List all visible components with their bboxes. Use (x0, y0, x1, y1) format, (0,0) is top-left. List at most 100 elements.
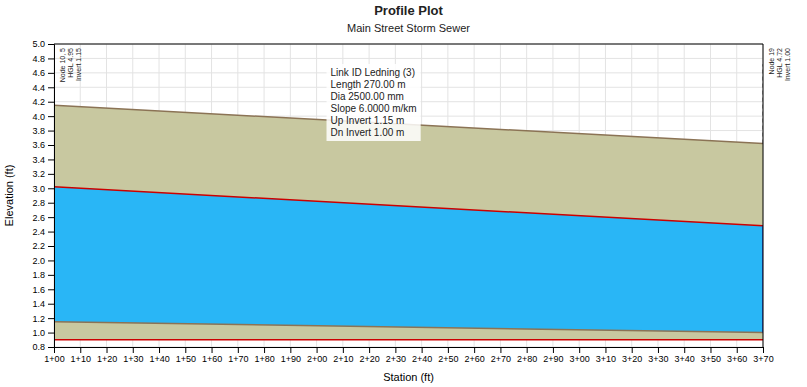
tick: 1+80 (254, 347, 274, 364)
tick-label: 3+30 (648, 354, 668, 364)
tick-mark (133, 347, 134, 353)
line (54, 322, 763, 333)
grid-line-y (54, 44, 763, 45)
y-axis: 0.81.01.21.41.61.82.02.22.42.62.83.03.23… (32, 39, 54, 352)
node-label-line: Node 19 (768, 48, 775, 75)
tick-label: 1+80 (254, 354, 274, 364)
tick-label: 1.0 (32, 328, 45, 338)
annotation-line: Dia 2500.00 mm (331, 91, 404, 102)
tick-label: 3+40 (675, 354, 695, 364)
tick-mark (48, 304, 54, 305)
tick-mark (290, 347, 291, 353)
tick-label: 2.8 (32, 198, 45, 208)
tick: 3.4 (32, 155, 54, 165)
tick: 4.6 (32, 68, 54, 78)
tick-label: 1+20 (97, 354, 117, 364)
tick: 3.6 (32, 140, 54, 150)
tick: 5.0 (32, 39, 54, 49)
tick-mark (80, 347, 81, 353)
tick: 2+00 (307, 347, 327, 364)
tick-label: 2+20 (359, 354, 379, 364)
node-label-line: Invert 1.00 (784, 48, 791, 81)
tick-mark (48, 44, 54, 45)
tick-mark (48, 188, 54, 189)
tick-label: 1+90 (281, 354, 301, 364)
tick-label: 3+20 (622, 354, 642, 364)
line (54, 187, 763, 226)
tick-label: 1.8 (32, 270, 45, 280)
tick: 2+90 (543, 347, 563, 364)
tick-mark (553, 347, 554, 353)
tick-mark (48, 347, 54, 348)
line (54, 339, 763, 341)
tick: 1+50 (176, 347, 196, 364)
tick: 0.8 (32, 342, 54, 352)
tick-label: 2+90 (543, 354, 563, 364)
tick-mark (317, 347, 318, 353)
tick-mark (107, 347, 108, 353)
tick-label: 1+40 (149, 354, 169, 364)
tick-label: 3+00 (570, 354, 590, 364)
tick-label: 3+10 (596, 354, 616, 364)
annotations: Node 10, 5HGL 4.95Invert 1.15Node 19HGL … (59, 48, 791, 141)
tick: 2+40 (412, 347, 432, 364)
tick-mark (212, 347, 213, 353)
annotation-box: Link ID Ledning (3)Length 270.00 mDia 25… (327, 64, 421, 141)
tick: 4.0 (32, 112, 54, 122)
tick-label: 1.4 (32, 299, 45, 309)
tick-label: 3.6 (32, 140, 45, 150)
tick-mark (474, 347, 475, 353)
tick-mark (48, 87, 54, 88)
tick-label: 2+10 (333, 354, 353, 364)
tick-mark (48, 116, 54, 117)
tick-mark (238, 347, 239, 353)
tick-mark (710, 347, 711, 353)
tick: 2+60 (465, 347, 485, 364)
tick-label: 2.6 (32, 213, 45, 223)
tick-label: 2+40 (412, 354, 432, 364)
annotation-line: Link ID Ledning (3) (331, 67, 416, 78)
tick-label: 3+50 (701, 354, 721, 364)
tick: 3+20 (622, 347, 642, 364)
tick: 1+00 (44, 347, 64, 364)
tick: 1.2 (32, 314, 54, 324)
grid (54, 44, 763, 347)
tick-label: 3.0 (32, 184, 45, 194)
tick-label: 3.8 (32, 126, 45, 136)
annotation-background (327, 64, 421, 141)
tick-mark (48, 58, 54, 59)
tick-mark (658, 347, 659, 353)
tick: 4.2 (32, 97, 54, 107)
tick-mark (422, 347, 423, 353)
tick: 1.6 (32, 285, 54, 295)
tick-mark (48, 73, 54, 74)
data-marks (54, 48, 763, 340)
tick-mark (48, 102, 54, 103)
tick: 2+80 (517, 347, 537, 364)
y-axis-title: Elevation (ft) (3, 165, 15, 227)
tick: 1+10 (71, 347, 91, 364)
node-label-line: HGL 4.72 (776, 48, 783, 78)
tick: 1+30 (123, 347, 143, 364)
node-label-line: HGL 4.95 (67, 48, 74, 78)
tick: 1.4 (32, 299, 54, 309)
tick: 1+90 (281, 347, 301, 364)
tick: 3.8 (32, 126, 54, 136)
plot: 1+001+101+201+301+401+501+601+701+801+90… (32, 39, 791, 364)
tick-label: 4.2 (32, 97, 45, 107)
tick-mark (48, 217, 54, 218)
tick-label: 2+30 (386, 354, 406, 364)
tick-mark (527, 347, 528, 353)
tick: 3.2 (32, 169, 54, 179)
tick-mark (48, 174, 54, 175)
tick: 2.2 (32, 241, 54, 251)
tick-label: 1+10 (71, 354, 91, 364)
frame (763, 44, 764, 347)
node-label-line: Node 10, 5 (59, 48, 66, 82)
tick: 2.4 (32, 227, 54, 237)
tick-mark (48, 159, 54, 160)
tick-label: 2.2 (32, 241, 45, 251)
annotation-line: Dn Invert 1.00 m (331, 127, 405, 138)
tick-label: 1+00 (44, 354, 64, 364)
node-label: Node 19HGL 4.72Invert 1.00 (768, 48, 791, 81)
